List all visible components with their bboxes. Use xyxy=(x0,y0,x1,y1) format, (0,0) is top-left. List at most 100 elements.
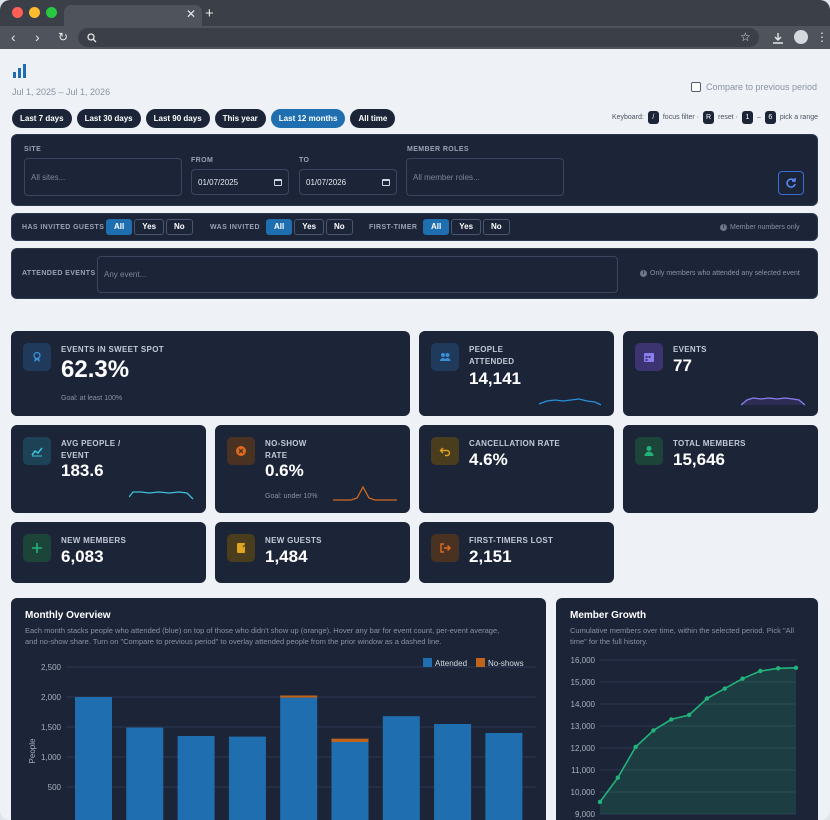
bar-attended xyxy=(434,724,472,820)
member-roles-select[interactable]: All member roles... xyxy=(406,158,564,196)
invited-guests-yes[interactable]: Yes xyxy=(134,219,165,235)
first-timer-no[interactable]: No xyxy=(483,219,510,235)
range-chip-7d[interactable]: Last 7 days xyxy=(12,109,72,128)
no-show-icon xyxy=(227,437,255,465)
calendar-icon[interactable] xyxy=(382,178,390,186)
bar-attended xyxy=(177,736,215,820)
first-timer-all[interactable]: All xyxy=(423,219,450,235)
kpi-label-line2: EVENT xyxy=(61,451,90,460)
compare-checkbox[interactable] xyxy=(691,82,701,92)
was-invited-yes[interactable]: Yes xyxy=(294,219,325,235)
kpi-value: 1,484 xyxy=(265,547,308,566)
range-chip-this-year[interactable]: This year xyxy=(214,109,266,128)
kpi-value: 0.6% xyxy=(265,461,304,480)
growth-line xyxy=(599,666,797,803)
kpi-label-line2: ATTENDED xyxy=(469,357,515,366)
first-timer-label: FIRST-TIMER xyxy=(369,224,418,231)
compare-previous-toggle[interactable]: Compare to previous period xyxy=(691,82,817,92)
kpi-goal: Goal: under 10% xyxy=(265,493,318,500)
kpi-card-people-attended: PEOPLE ATTENDED 14,141 xyxy=(419,331,614,416)
maximize-window-button[interactable] xyxy=(46,7,57,18)
kpi-card-avg-people: AVG PEOPLE / EVENT 183.6 xyxy=(11,425,206,513)
y-tick-label: 11,000 xyxy=(571,766,595,775)
events-sparkline xyxy=(741,397,806,406)
monthly-desc-line1: Each month stacks people who attended (b… xyxy=(25,626,500,635)
range-chip-12m[interactable]: Last 12 months xyxy=(270,109,346,128)
y-axis-label: People xyxy=(28,738,37,763)
bookmark-star-icon[interactable]: ☆ xyxy=(740,30,751,44)
back-icon[interactable]: ‹ xyxy=(11,29,16,45)
reload-icon[interactable]: ↻ xyxy=(58,30,69,44)
forward-icon[interactable]: › xyxy=(35,29,40,45)
y-tick-label: 500 xyxy=(48,783,62,792)
browser-menu-icon[interactable]: ⋮ xyxy=(816,30,828,44)
range-chip-30d[interactable]: Last 30 days xyxy=(76,109,141,128)
bar-attended xyxy=(382,716,420,820)
tab-close-icon[interactable]: ✕ xyxy=(186,7,197,21)
reset-filters-button[interactable] xyxy=(778,171,804,195)
exit-icon xyxy=(431,534,459,562)
kpi-label-line2: RATE xyxy=(265,451,288,460)
from-label: FROM xyxy=(191,157,214,164)
calendar-grid-icon xyxy=(635,343,663,371)
bar-no-shows xyxy=(280,695,318,698)
first-timer-yes[interactable]: Yes xyxy=(451,219,482,235)
y-tick-label: 12,000 xyxy=(571,744,596,753)
hint-dash: – xyxy=(756,114,761,121)
was-invited-label: WAS INVITED xyxy=(210,224,260,231)
bar-attended xyxy=(228,736,266,820)
invited-guests-no[interactable]: No xyxy=(166,219,193,235)
growth-point xyxy=(597,799,603,805)
address-bar[interactable] xyxy=(78,28,759,47)
info-icon: i xyxy=(720,224,727,231)
from-date-input[interactable]: 01/07/2025 xyxy=(191,169,289,195)
site-label: SITE xyxy=(24,146,42,153)
kpi-label: AVG PEOPLE / EVENT xyxy=(61,438,120,462)
kpi-value: 183.6 xyxy=(61,461,104,480)
to-date-input[interactable]: 01/07/2026 xyxy=(299,169,397,195)
kpi-card-new-members: NEW MEMBERS 6,083 xyxy=(11,522,206,583)
monthly-overview-chart[interactable]: 2,500 2,000 1,500 1,000 500 People Attended No-… xyxy=(11,654,546,820)
range-chip-all-time[interactable]: All time xyxy=(350,109,396,128)
growth-point xyxy=(722,686,727,691)
was-invited-no[interactable]: No xyxy=(326,219,353,235)
hint-reset: reset · xyxy=(718,114,738,121)
growth-point xyxy=(758,668,763,674)
calendar-icon[interactable] xyxy=(274,178,282,186)
site-select[interactable]: All sites... xyxy=(24,158,182,196)
was-invited-toggle: All Yes No xyxy=(266,219,353,235)
kpi-value: 77 xyxy=(673,356,692,375)
browser-tab[interactable] xyxy=(64,5,202,26)
range-chip-90d[interactable]: Last 90 days xyxy=(145,109,210,128)
date-range-subtitle: Jul 1, 2025 – Jul 1, 2026 xyxy=(12,87,111,97)
browser-toolbar: ‹ › ↻ ☆ ⋮ xyxy=(0,26,830,49)
bar-attended xyxy=(75,697,112,820)
kpi-card-events: EVENTS 77 xyxy=(623,331,818,416)
keyboard-hints: Keyboard: / focus filter · R reset · 1 –… xyxy=(612,111,818,124)
was-invited-all[interactable]: All xyxy=(266,219,293,235)
attended-events-select[interactable]: Any event... xyxy=(97,256,618,293)
minimize-window-button[interactable] xyxy=(29,7,40,18)
invited-guests-all[interactable]: All xyxy=(106,219,133,235)
kpi-card-no-show: NO-SHOW RATE 0.6% Goal: under 10% xyxy=(215,425,410,513)
new-tab-icon[interactable]: + xyxy=(205,5,214,22)
to-date-value: 01/07/2026 xyxy=(306,177,347,187)
kpi-label-line1: AVG PEOPLE / xyxy=(61,439,121,448)
bar-attended xyxy=(331,742,369,820)
y-tick-label: 9,000 xyxy=(575,810,596,819)
dashboard-page: Dashboard Jul 1, 2025 – Jul 1, 2026 Comp… xyxy=(0,49,830,820)
y-tick-label: 13,000 xyxy=(571,722,596,731)
member-note-text: Member numbers only xyxy=(730,224,800,231)
y-tick-label: 2,000 xyxy=(41,693,62,702)
events-filter-panel: ATTENDED EVENTS Any event... i Only membe… xyxy=(11,248,818,299)
download-icon[interactable] xyxy=(772,32,784,44)
browser-tab-bar: ✕ + xyxy=(0,0,830,26)
kpi-value: 14,141 xyxy=(469,369,521,388)
reset-icon xyxy=(786,178,796,188)
profile-avatar-icon[interactable] xyxy=(794,30,808,44)
no-show-sparkline xyxy=(333,485,397,501)
member-growth-chart[interactable]: 16,000 15,000 14,000 13,000 12,000 11,000 10,0… xyxy=(556,650,818,820)
events-filter-note: i Only members who attended any selected … xyxy=(640,270,800,277)
kpi-card-total-members: TOTAL MEMBERS 15,646 xyxy=(623,425,818,513)
close-window-button[interactable] xyxy=(12,7,23,18)
